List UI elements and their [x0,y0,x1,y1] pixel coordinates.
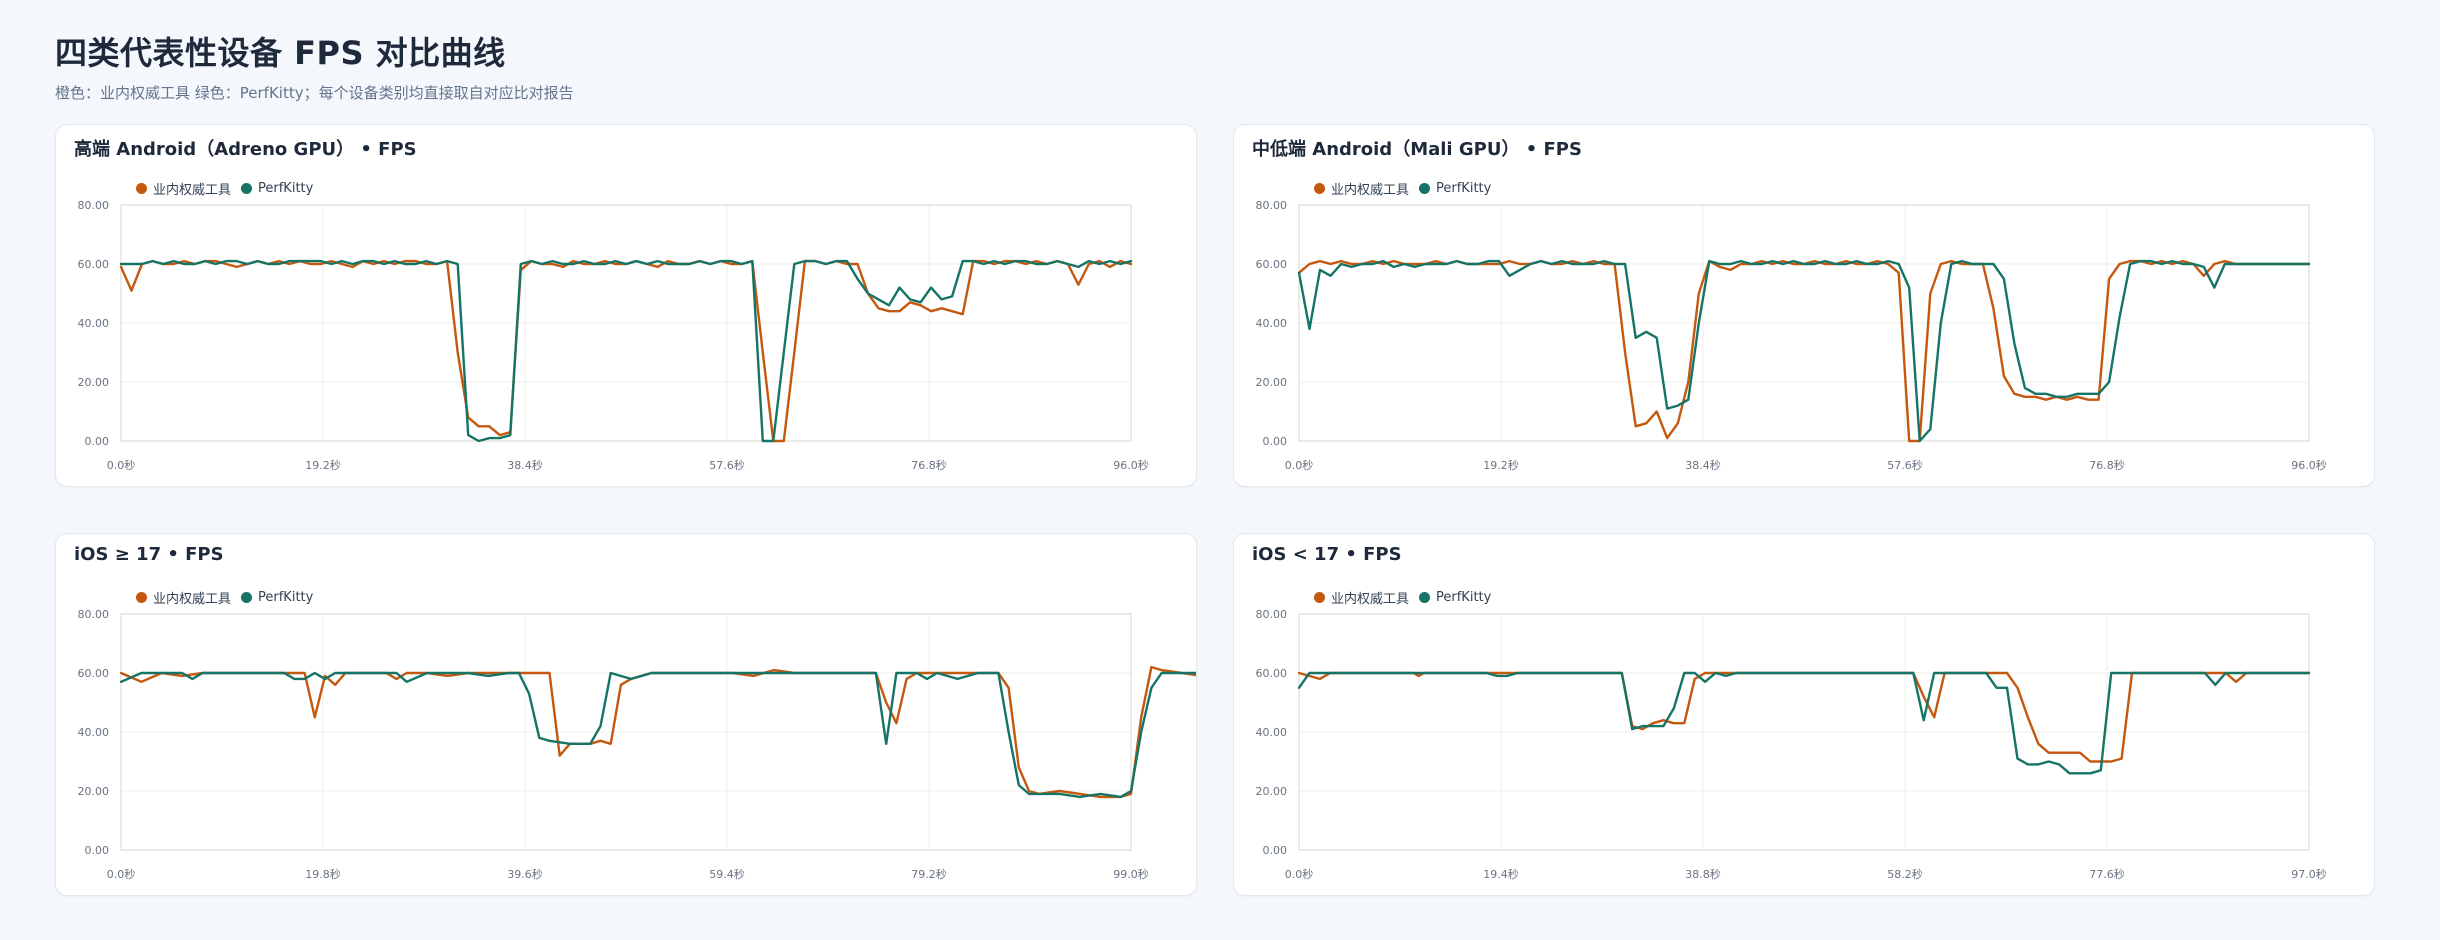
plot-frame [1298,613,2310,851]
x-tick-label: 57.6秒 [1887,458,1923,472]
y-tick-label: 40.00 [78,317,110,330]
x-tick-label: 79.2秒 [911,867,947,881]
chart-card-ios-below-17: iOS < 17 • FPS 业内权威工具 PerfKitty 0.00 20.0… [1233,533,2375,896]
page-subtitle: 橙色：业内权威工具 绿色：PerfKitty；每个设备类别均直接取自对应比对报告 [55,84,574,102]
page-header: 四类代表性设备 FPS 对比曲线 橙色：业内权威工具 绿色：PerfKitty；… [55,28,574,103]
series-line-authority [1297,671,2311,763]
x-tick-label: 77.6秒 [2089,867,2125,881]
chart-title: 中低端 Android（Mali GPU） • FPS [1252,139,1582,160]
x-tick-label: 0.0秒 [1285,867,1314,881]
legend-dot-icon [1314,183,1325,194]
x-tick-label: 38.8秒 [1685,867,1721,881]
legend-label: PerfKitty [258,181,314,196]
series-line-authority [1297,259,2311,443]
legend-item-perfkitty[interactable]: PerfKitty [1419,181,1491,196]
y-tick-label: 60.00 [78,258,110,271]
legend-dot-icon [1419,592,1431,603]
series-line-perfkitty [119,671,1196,799]
legend-item-authority[interactable]: 业内权威工具 [136,179,231,198]
x-tick-label: 19.2秒 [305,458,341,472]
x-tick-label: 19.8秒 [305,867,341,881]
x-tick-label: 0.0秒 [1285,458,1314,472]
y-tick-label: 0.00 [85,844,110,857]
chart-legend: 业内权威工具 PerfKitty [1314,588,1491,607]
x-tick-label: 0.0秒 [107,458,136,472]
x-tick-label: 57.6秒 [709,458,745,472]
y-tick-label: 20.00 [78,376,110,389]
series-line-perfkitty [1297,259,2311,443]
legend-item-perfkitty[interactable]: PerfKitty [241,181,313,196]
legend-dot-icon [241,592,253,603]
y-tick-label: 0.00 [1263,435,1288,448]
legend-label: PerfKitty [1436,181,1492,196]
y-tick-label: 40.00 [78,726,110,739]
chart-legend: 业内权威工具 PerfKitty [1314,179,1491,198]
legend-item-authority[interactable]: 业内权威工具 [1314,179,1409,198]
y-tick-label: 20.00 [1256,376,1288,389]
y-tick-label: 40.00 [1256,726,1288,739]
legend-label: PerfKitty [258,590,314,605]
series-line-authority [119,259,1133,443]
legend-item-perfkitty[interactable]: PerfKitty [1419,590,1491,605]
chart-title: iOS < 17 • FPS [1252,544,1402,565]
legend-item-authority[interactable]: 业内权威工具 [136,588,231,607]
line-chart: 0.00 20.00 40.00 60.00 80.00 0.0秒 19.4秒 38.8秒 58… [1256,608,2327,881]
legend-label: 业内权威工具 [1331,183,1410,198]
chart-card-android-high: 高端 Android（Adreno GPU） • FPS 业内权威工具 Perf… [55,124,1197,487]
y-tick-label: 80.00 [78,608,110,621]
x-tick-label: 19.2秒 [1483,458,1519,472]
x-tick-label: 19.4秒 [1483,867,1519,881]
chart-title: iOS ≥ 17 • FPS [74,544,224,565]
x-tick-label: 96.0秒 [2291,458,2327,472]
legend-dot-icon [136,592,147,603]
x-tick-label: 76.8秒 [2089,458,2125,472]
chart-card-android-low: 中低端 Android（Mali GPU） • FPS 业内权威工具 PerfK… [1233,124,2375,487]
y-tick-label: 80.00 [1256,199,1288,212]
y-tick-label: 0.00 [85,435,110,448]
chart-legend: 业内权威工具 PerfKitty [136,179,313,198]
x-tick-label: 96.0秒 [1113,458,1149,472]
legend-label: 业内权威工具 [1331,592,1410,607]
legend-label: 业内权威工具 [153,592,232,607]
y-tick-label: 60.00 [1256,667,1288,680]
legend-dot-icon [1419,183,1431,194]
chart-legend: 业内权威工具 PerfKitty [136,588,313,607]
x-tick-label: 39.6秒 [507,867,543,881]
x-tick-label: 58.2秒 [1887,867,1923,881]
line-chart: 0.00 20.00 40.00 60.00 80.00 0.0秒 19.8秒 39.6秒 59… [78,608,1196,881]
y-tick-label: 60.00 [1256,258,1288,271]
y-tick-label: 80.00 [1256,608,1288,621]
x-tick-label: 38.4秒 [1685,458,1721,472]
legend-dot-icon [1314,592,1325,603]
legend-item-authority[interactable]: 业内权威工具 [1314,588,1409,607]
series-line-perfkitty [1297,671,2311,775]
plot-frame [120,204,1132,442]
y-tick-label: 80.00 [78,199,110,212]
y-tick-label: 60.00 [78,667,110,680]
series-line-perfkitty [119,259,1133,443]
chart-card-ios-17-plus: iOS ≥ 17 • FPS 业内权威工具 PerfKitty 0.00 20.0… [55,533,1197,896]
legend-item-perfkitty[interactable]: PerfKitty [241,590,313,605]
y-tick-label: 20.00 [1256,785,1288,798]
legend-dot-icon [241,183,253,194]
x-tick-label: 0.0秒 [107,867,136,881]
y-tick-label: 20.00 [78,785,110,798]
plot-frame [1298,204,2310,442]
line-chart: 0.00 20.00 40.00 60.00 80.00 0.0秒 19.2秒 38.4秒 57… [78,199,1149,472]
x-tick-label: 99.0秒 [1113,867,1149,881]
plot-frame [120,613,1132,851]
line-chart: 0.00 20.00 40.00 60.00 80.00 0.0秒 19.2秒 38.4秒 57… [1256,199,2327,472]
legend-label: PerfKitty [1436,590,1492,605]
x-tick-label: 76.8秒 [911,458,947,472]
x-tick-label: 97.0秒 [2291,867,2327,881]
x-tick-label: 38.4秒 [507,458,543,472]
x-tick-label: 59.4秒 [709,867,745,881]
y-tick-label: 40.00 [1256,317,1288,330]
legend-dot-icon [136,183,147,194]
chart-title: 高端 Android（Adreno GPU） • FPS [74,139,417,160]
y-tick-label: 0.00 [1263,844,1288,857]
page-title: 四类代表性设备 FPS 对比曲线 [55,34,506,72]
legend-label: 业内权威工具 [153,183,232,198]
